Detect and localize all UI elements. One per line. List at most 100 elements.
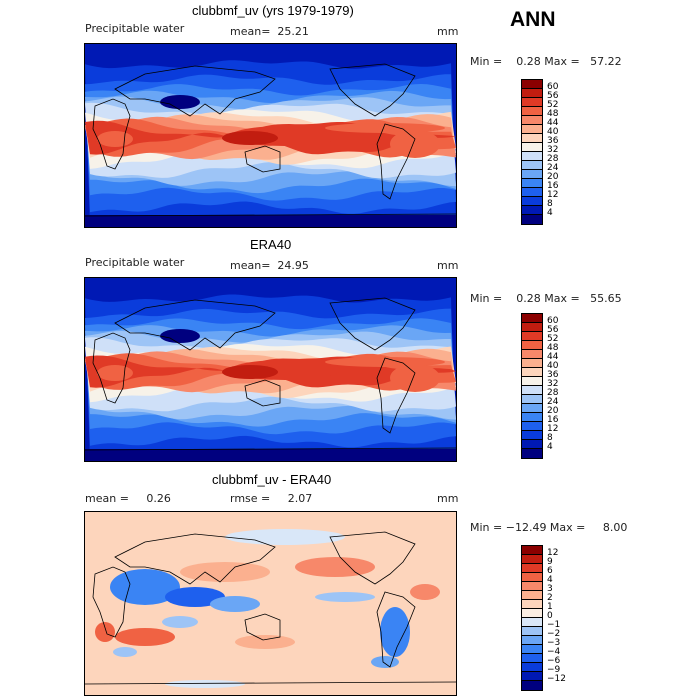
colorbar-swatch	[522, 215, 542, 224]
colorbar-tick-label: 6	[547, 566, 553, 576]
colorbar-tick-label: 60	[547, 316, 559, 326]
panel-1-title: clubbmf_uv (yrs 1979-1979)	[192, 3, 354, 18]
colorbar-swatch	[522, 582, 542, 591]
colorbar-swatch	[522, 663, 542, 672]
panel-1-map-field	[85, 44, 456, 227]
colorbar-swatch	[522, 627, 542, 636]
colorbar-swatch	[522, 564, 542, 573]
colorbar-swatch	[522, 98, 542, 107]
coastline	[92, 332, 131, 404]
coastline	[244, 379, 281, 407]
colorbar-tick-label: 4	[547, 575, 553, 585]
panel-3-colorbar	[521, 545, 543, 691]
field-blob	[162, 616, 198, 628]
dry-region	[85, 215, 456, 227]
colorbar-tick-label: 8	[547, 433, 553, 443]
panel-2-variable-label: Precipitable water	[85, 256, 185, 269]
coastlines	[85, 63, 456, 217]
colorbar-tick-label: 40	[547, 361, 559, 371]
colorbar-swatch	[522, 395, 542, 404]
field-blob	[390, 130, 440, 158]
coastline	[92, 98, 131, 170]
colorbar-swatch	[522, 431, 542, 440]
colorbar-tick-label: 12	[547, 190, 559, 200]
colorbar-tick-label: 56	[547, 325, 559, 335]
coastline	[114, 299, 276, 351]
colorbar-swatch	[522, 170, 542, 179]
field-blob	[222, 365, 278, 379]
colorbar-tick-label: 48	[547, 343, 559, 353]
coastline	[329, 297, 416, 351]
panel-3-units: mm	[437, 492, 459, 505]
colorbar-swatch	[522, 116, 542, 125]
panel-3-title: clubbmf_uv - ERA40	[212, 472, 332, 487]
coastline	[85, 681, 456, 685]
field-blob	[325, 357, 445, 367]
colorbar-tick-label: 9	[547, 557, 553, 567]
colorbar-tick-label: 56	[547, 91, 559, 101]
panel-2-map-field	[85, 278, 456, 461]
coastline	[92, 566, 131, 638]
colorbar-tick-label: −3	[547, 638, 561, 648]
colorbar-swatch	[522, 555, 542, 564]
field-blob	[165, 680, 245, 688]
colorbar-tick-label: 4	[547, 208, 553, 218]
panel-2-mean: mean= 24.95	[230, 259, 309, 272]
colorbar-swatch	[522, 143, 542, 152]
colorbar-swatch	[522, 350, 542, 359]
colorbar-tick-label: −9	[547, 665, 561, 675]
colorbar-swatch	[522, 125, 542, 134]
coastline	[244, 613, 281, 641]
colorbar-swatch	[522, 609, 542, 618]
colorbar-swatch	[522, 449, 542, 458]
colorbar-tick-label: 44	[547, 118, 559, 128]
colorbar-tick-label: 2	[547, 593, 553, 603]
panel-1-colorbar	[521, 79, 543, 225]
colorbar-swatch	[522, 672, 542, 681]
field-blob	[371, 656, 399, 668]
field-blob	[113, 647, 137, 657]
field-blob	[115, 628, 175, 646]
colorbar-tick-label: 28	[547, 388, 559, 398]
colorbar-swatch	[522, 618, 542, 627]
colorbar-tick-label: 32	[547, 379, 559, 389]
coastline	[376, 123, 416, 200]
colorbar-swatch	[522, 179, 542, 188]
colorbar-tick-label: 16	[547, 415, 559, 425]
colorbar-swatch	[522, 368, 542, 377]
dry-region	[85, 449, 456, 461]
colorbar-swatch	[522, 107, 542, 116]
colorbar-swatch	[522, 636, 542, 645]
colorbar-swatch	[522, 80, 542, 89]
coastlines	[85, 297, 456, 451]
colorbar-swatch	[522, 681, 542, 690]
colorbar-tick-label: 40	[547, 127, 559, 137]
colorbar-swatch	[522, 422, 542, 431]
panel-3-map-field	[85, 512, 456, 695]
colorbar-swatch	[522, 197, 542, 206]
colorbar-tick-label: 24	[547, 163, 559, 173]
panel-1-mean: mean= 25.21	[230, 25, 309, 38]
coastline	[244, 145, 281, 173]
panel-2-minmax: Min = 0.28 Max = 55.65	[470, 292, 622, 305]
colorbar-swatch	[522, 134, 542, 143]
colorbar-swatch	[522, 413, 542, 422]
field-blob	[165, 587, 225, 607]
colorbar-swatch	[522, 359, 542, 368]
colorbar-swatch	[522, 206, 542, 215]
colorbar-swatch	[522, 377, 542, 386]
panel-3-minmax: Min = −12.49 Max = 8.00	[470, 521, 628, 534]
field-blob	[410, 584, 440, 600]
colorbar-tick-label: 8	[547, 199, 553, 209]
panel-2-units: mm	[437, 259, 459, 272]
colorbar-tick-label: 36	[547, 136, 559, 146]
colorbar-tick-label: 20	[547, 406, 559, 416]
field-blob	[380, 607, 410, 657]
panel-2-title: ERA40	[250, 237, 292, 252]
coastline	[114, 65, 276, 117]
panel-3-mean: mean = 0.26	[85, 492, 171, 505]
field-blob	[315, 592, 375, 602]
colorbar-tick-label: 1	[547, 602, 553, 612]
field-blob	[325, 123, 445, 133]
coastline	[376, 591, 416, 668]
